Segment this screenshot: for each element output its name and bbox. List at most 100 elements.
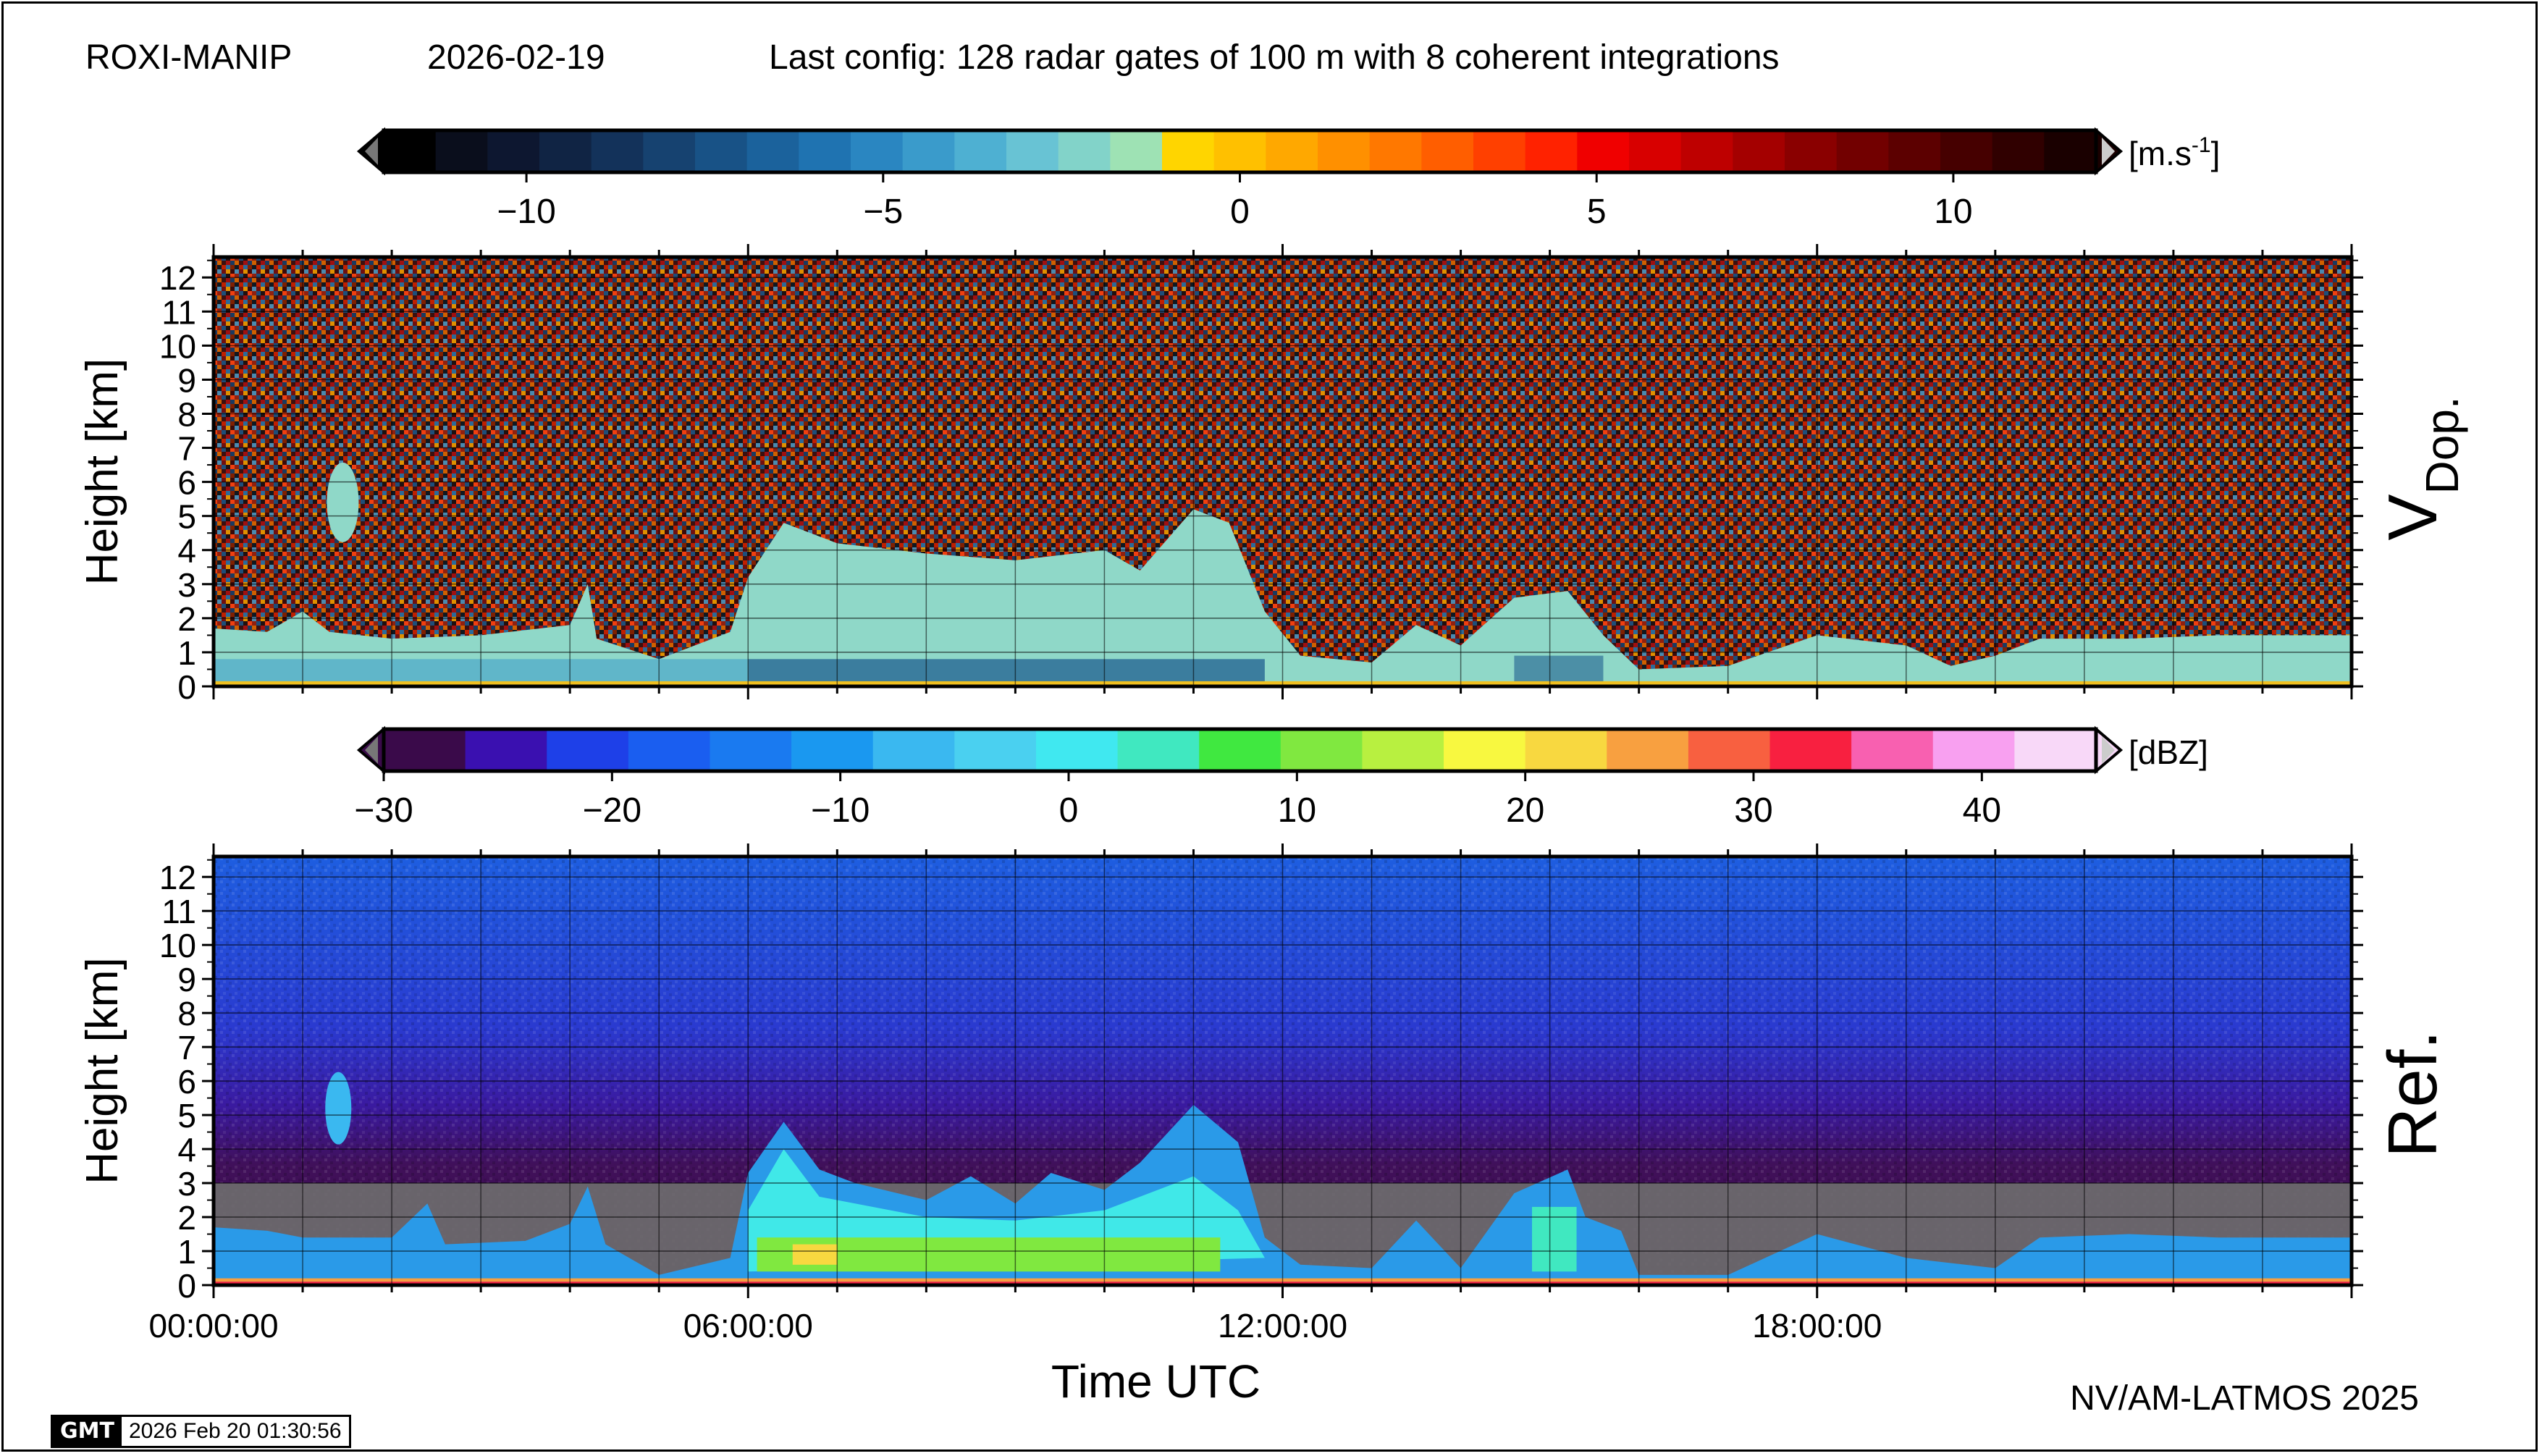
velocity-colorbar-color-step [851,130,904,172]
reflectivity-peak [792,1244,838,1265]
reflectivity-ylabel: Height [km] [77,957,127,1184]
reflectivity-colorbar-high-arrow-fill [2102,736,2115,764]
reflectivity-colorbar-color-step [1444,729,1526,771]
timestamp-text: 2026 Feb 20 01:30:56 [121,1417,349,1446]
reflectivity-colorbar-color-step [1035,729,1119,771]
velocity-colorbar-color-step [1525,130,1578,172]
reflectivity-ytick-label: 1 [177,1233,196,1271]
reflectivity-ytick-label: 3 [177,1165,196,1203]
reflectivity-colorbar-color-step [1525,729,1607,771]
velocity-colorbar-color-step [487,130,540,172]
reflectivity-colorbar-color-step [710,729,792,771]
gmt-logo: GMT [53,1417,122,1446]
velocity-ytick-label: 8 [177,395,196,433]
config-text: Last config: 128 radar gates of 100 m wi… [769,38,1780,77]
reflectivity-ytick-label: 8 [177,995,196,1032]
velocity-colorbar-tick-label: −10 [497,193,555,231]
reflectivity-colorbar-tick-label: 10 [1278,791,1316,830]
velocity-colorbar-color-step [695,130,748,172]
reflectivity-colorbar-color-step [1688,729,1771,771]
figure-date: 2026-02-19 [427,38,605,77]
reflectivity-colorbar-color-step [2014,729,2097,771]
velocity-colorbar-color-step [1836,130,1889,172]
reflectivity-colorbar-color-step [384,729,466,771]
velocity-colorbar-tick-label: −5 [863,193,903,231]
velocity-ytick-label: 11 [161,293,196,331]
reflectivity-ytick-label: 6 [177,1063,196,1101]
velocity-colorbar-color-step [1888,130,1941,172]
velocity-ytick-label: 1 [177,634,196,672]
reflectivity-ytick-label: 11 [161,893,196,930]
velocity-colorbar-color-step [1421,130,1474,172]
credit-text: NV/AM-LATMOS 2025 [2070,1379,2419,1418]
reflectivity-side-label: Ref. [2374,1030,2451,1158]
reflectivity-colorbar-color-step [1362,729,1444,771]
velocity-ytick-label: 9 [177,361,196,399]
velocity-colorbar-high-arrow-fill [2102,138,2115,165]
velocity-colorbar-color-step [643,130,696,172]
velocity-ylabel: Height [km] [77,358,127,586]
reflectivity-colorbar-tick-label: −10 [811,791,870,830]
reflectivity-colorbar-color-step [1851,729,1934,771]
reflectivity-colorbar-tick-label: −20 [583,791,641,830]
velocity-colorbar-color-step [1058,130,1111,172]
velocity-colorbar-color-step [1992,130,2045,172]
velocity-colorbar-color-step [539,130,592,172]
velocity-colorbar-color-step [1733,130,1785,172]
reflectivity-afternoon-cell [1532,1206,1577,1272]
reflectivity-ytick-label: 2 [177,1199,196,1237]
reflectivity-colorbar-color-step [791,729,874,771]
reflectivity-xtick-label: 18:00:00 [1752,1307,1882,1345]
reflectivity-colorbar-color-step [954,729,1037,771]
velocity-colorbar-color-step [1266,130,1318,172]
velocity-colorbar-color-step [1213,130,1266,172]
velocity-cloud-patch [327,462,359,542]
velocity-side-label: VDop. [2374,396,2468,540]
reflectivity-colorbar-tick-label: 0 [1059,791,1079,830]
x-axis-label: Time UTC [1051,1355,1261,1407]
reflectivity-colorbar-color-step [1607,729,1689,771]
reflectivity-colorbar-color-step [547,729,629,771]
velocity-colorbar-color-step [746,130,799,172]
station-name: ROXI-MANIP [85,38,293,77]
reflectivity-colorbar: −30 −20 −10 0 10 20 30 40 [dBZ] [354,725,2208,830]
velocity-colorbar-color-step [1162,130,1215,172]
velocity-colorbar-color-step [1318,130,1371,172]
gmt-timestamp: GMT 2026 Feb 20 01:30:56 [51,1415,351,1448]
velocity-colorbar-color-step [1629,130,1682,172]
velocity-colorbar-color-step [1369,130,1422,172]
velocity-colorbar-color-step [1473,130,1526,172]
velocity-colorbar-tick-label: 0 [1230,193,1250,231]
velocity-ytick-label: 5 [177,498,196,536]
reflectivity-xtick-label: 00:00:00 [148,1307,278,1345]
velocity-ytick-label: 3 [177,566,196,604]
reflectivity-ytick-label: 10 [159,927,196,964]
reflectivity-colorbar-outline [382,727,2098,773]
reflectivity-colorbar-color-step [1199,729,1281,771]
reflectivity-colorbar-color-step [1117,729,1200,771]
velocity-colorbar-color-step [435,130,488,172]
velocity-colorbar-color-step [902,130,955,172]
velocity-colorbar-color-step [799,130,851,172]
reflectivity-colorbar-color-step [1280,729,1363,771]
velocity-colorbar-color-step [591,130,644,172]
velocity-colorbar-color-step [1577,130,1630,172]
reflectivity-colorbar-tick-label: −30 [354,791,413,830]
reflectivity-ytick-label: 9 [177,961,196,998]
reflectivity-cloud-patch [325,1072,352,1145]
velocity-colorbar-color-step [1785,130,1838,172]
velocity-colorbar-tick-label: 5 [1587,193,1607,231]
reflectivity-colorbar-tick-label: 40 [1963,791,2001,830]
reflectivity-colorbar-color-step [628,729,711,771]
velocity-ytick-label: 10 [159,327,196,365]
reflectivity-ytick-label: 7 [177,1029,196,1066]
reflectivity-xtick-label: 06:00:00 [683,1307,813,1345]
reflectivity-colorbar-color-step [465,729,547,771]
reflectivity-colorbar-low-arrow-fill [365,736,378,764]
velocity-colorbar: −10 −5 0 5 10 [m.s-1] [356,127,2220,231]
reflectivity-colorbar-color-step [1769,729,1852,771]
velocity-colorbar-color-step [1940,130,1993,172]
